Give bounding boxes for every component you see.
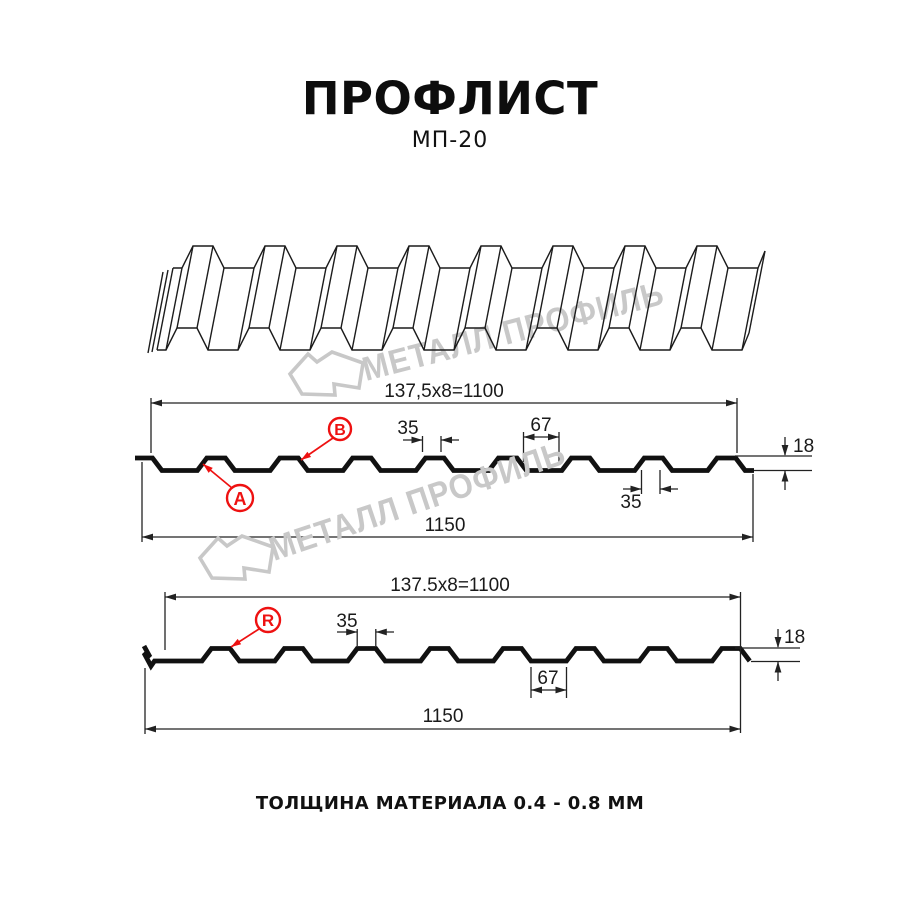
profile-outline-bottom — [141, 644, 752, 671]
cross-section-diagram-bottom: 137.5x8=1100 1150 35 67 18 R — [141, 575, 805, 734]
watermark-text-upper: МЕТАЛЛ ПРОФИЛЬ — [358, 274, 668, 388]
dim-total-width-top: 1150 — [425, 515, 466, 536]
dim-height-18-top: 18 — [793, 436, 814, 457]
callout-a-letter: А — [234, 489, 247, 509]
callout-r-letter: R — [262, 611, 274, 630]
callout-arrows-bottom — [230, 628, 260, 648]
dim-pitch-bottom: 137.5x8=1100 — [390, 575, 510, 596]
dim-pitch-top: 137,5x8=1100 — [384, 381, 504, 402]
dim-crest-35-bottom-side: 35 — [620, 492, 641, 513]
metal-profil-logo-icon — [197, 534, 276, 581]
dim-crest-35-bottom: 35 — [336, 611, 357, 632]
callout-b: В — [327, 416, 353, 442]
watermark-metal-profil-upper: МЕТАЛЛ ПРОФИЛЬ — [287, 274, 668, 397]
callout-arrows-top — [202, 437, 334, 489]
callout-a-circle — [225, 483, 255, 513]
callout-b-letter: В — [334, 422, 346, 439]
callout-r: R — [254, 606, 282, 634]
callout-b-circle — [327, 416, 353, 442]
dim-height-18-bottom: 18 — [784, 627, 805, 648]
dim-crest-35-top: 35 — [397, 418, 418, 439]
watermark-metal-profil-lower: МЕТАЛЛ ПРОФИЛЬ — [197, 434, 571, 581]
callout-r-circle — [254, 606, 282, 634]
dimension-lines-bottom — [144, 592, 800, 734]
dim-valley-67-bottom: 67 — [537, 668, 558, 689]
dim-valley-67-top: 67 — [530, 415, 551, 436]
profile-outline-top — [135, 455, 754, 473]
material-thickness-note: ТОЛЩИНА МАТЕРИАЛА 0.4 - 0.8 ММ — [255, 793, 645, 814]
metal-profil-logo-icon — [287, 350, 366, 397]
product-code: МП-20 — [411, 128, 489, 153]
callout-a: А — [225, 483, 255, 513]
page-title: ПРОФЛИСТ — [301, 72, 599, 125]
dim-total-width-bottom: 1150 — [423, 706, 464, 727]
profiled-sheet-3d-view — [147, 245, 766, 354]
